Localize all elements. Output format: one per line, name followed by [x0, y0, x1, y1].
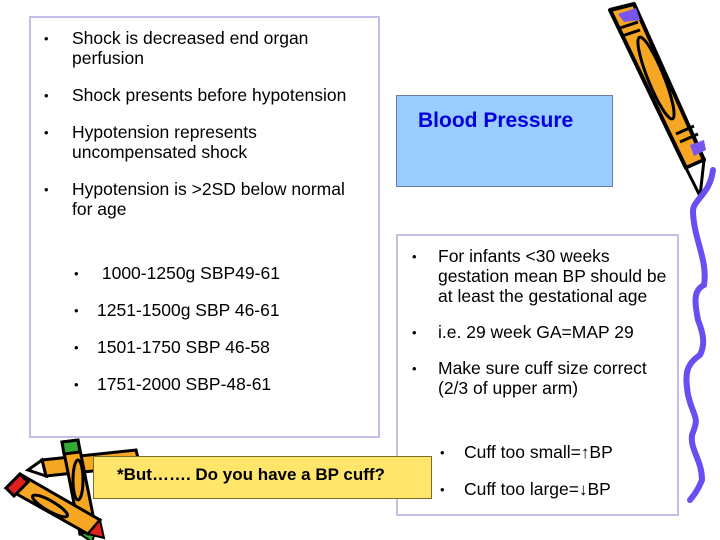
bullet-item: i.e. 29 week GA=MAP 29 — [398, 322, 676, 343]
arrow-down-icon: ↓ — [578, 480, 588, 499]
bullet-item: For infants <30 weeks gestation mean BP … — [398, 246, 676, 306]
callout-box — [93, 456, 432, 499]
sub-bullet-item: 1501-1750 SBP 46-58 — [31, 337, 280, 358]
sub-bullet-item-cuff-small: Cuff too small=↑BP — [398, 442, 613, 463]
pencil-clipart-icon — [608, 2, 706, 202]
bullet-item: Hypotension represents uncompensated sho… — [31, 122, 362, 162]
bullet-list-shock: Shock is decreased end organ perfusion S… — [31, 28, 362, 236]
arrow-up-icon: ↑ — [580, 443, 590, 462]
bullet-item: Make sure cuff size correct (2/3 of uppe… — [398, 358, 676, 398]
sub-bullet-item: 1751-2000 SBP-48-61 — [31, 374, 280, 395]
right-content-box: For infants <30 weeks gestation mean BP … — [396, 234, 679, 516]
bullet-item: Shock presents before hypotension — [31, 85, 362, 106]
callout-text: *But……. Do you have a BP cuff? — [117, 465, 385, 484]
left-content-box: Shock is decreased end organ perfusion S… — [29, 16, 380, 438]
slide-title: Blood Pressure — [418, 109, 574, 132]
bullet-item: Shock is decreased end organ perfusion — [31, 28, 362, 68]
sub-bullet-list-cuff: Cuff too small=↑BP Cuff too large=↓BP — [398, 442, 613, 516]
title-box — [396, 95, 613, 187]
squiggle-decoration — [683, 167, 716, 503]
bullet-list-bp: For infants <30 weeks gestation mean BP … — [398, 246, 676, 414]
sub-bullet-list-weight-sbp: 1000-1250g SBP49-61 1251-1500g SBP 46-61… — [31, 263, 280, 411]
sub-bullet-item: 1251-1500g SBP 46-61 — [31, 300, 280, 321]
sub-bullet-item: 1000-1250g SBP49-61 — [31, 263, 280, 284]
bullet-item: Hypotension is >2SD below normal for age — [31, 179, 362, 219]
sub-bullet-item-cuff-large: Cuff too large=↓BP — [398, 479, 613, 500]
